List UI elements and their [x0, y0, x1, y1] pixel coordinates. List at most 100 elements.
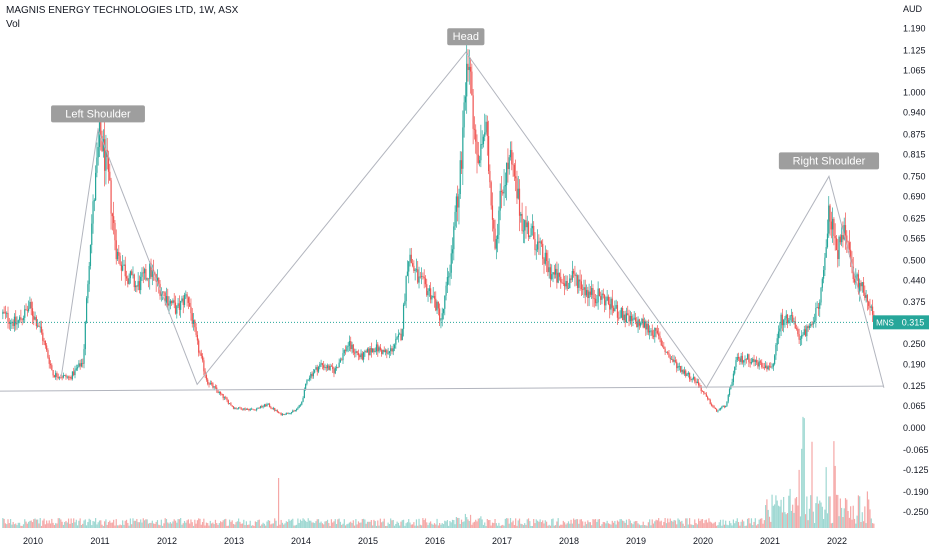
volume-bar — [569, 523, 571, 528]
candle-body — [314, 369, 316, 373]
candle-body — [589, 291, 591, 295]
volume-bar — [388, 523, 390, 528]
volume-bar — [602, 521, 604, 528]
candle-body — [86, 298, 88, 323]
candle-body — [526, 222, 528, 228]
volume-bar — [426, 522, 428, 528]
candle-body — [426, 284, 428, 296]
volume-bar — [364, 519, 366, 528]
volume-bar — [301, 520, 303, 528]
volume-bar — [843, 508, 845, 528]
candle-body — [363, 352, 365, 360]
volume-bar — [266, 521, 268, 528]
volume-bar — [42, 520, 44, 528]
candle-body — [194, 320, 196, 328]
candle-body — [820, 287, 822, 303]
volume-bar — [361, 519, 363, 528]
volume-bar — [749, 523, 751, 528]
volume-bar — [96, 524, 98, 528]
candle-body — [570, 278, 572, 280]
candle-body — [557, 272, 559, 283]
candle-body — [171, 300, 173, 304]
volume-bar — [753, 521, 755, 528]
candle-body — [379, 347, 381, 350]
volume-bar — [70, 518, 72, 528]
volume-bar — [384, 525, 387, 528]
volume-bar — [871, 523, 874, 528]
candle-body — [84, 322, 86, 350]
volume-bar — [803, 418, 805, 528]
volume-bar — [522, 525, 524, 528]
candle-body — [208, 383, 210, 385]
volume-bar — [645, 525, 647, 528]
volume-bar — [821, 506, 823, 528]
volume-bar — [761, 518, 763, 528]
volume-bar — [62, 524, 65, 528]
candle-body — [287, 412, 289, 414]
volume-bar — [687, 524, 689, 528]
y-tick-label: 0.065 — [903, 401, 926, 411]
volume-bar — [544, 520, 546, 528]
candle-body — [427, 291, 429, 296]
candle-body — [229, 403, 231, 405]
candle-body — [784, 318, 786, 321]
x-tick-label: 2014 — [291, 536, 311, 546]
volume-bar — [846, 499, 848, 528]
volume-bar — [110, 522, 112, 528]
volume-bar — [480, 516, 482, 528]
volume-bar — [424, 518, 427, 528]
candle-body — [270, 406, 272, 408]
candle-body — [652, 335, 655, 337]
candle-body — [735, 360, 737, 367]
volume-bar — [187, 519, 189, 528]
volume-bar — [52, 522, 54, 528]
volume-bar — [870, 518, 872, 528]
x-tick-label: 2013 — [224, 536, 244, 546]
candle-body — [616, 305, 619, 318]
volume-bar — [634, 521, 637, 528]
candle-body — [268, 403, 271, 407]
candles — [2, 43, 875, 416]
volume-bar — [530, 525, 532, 528]
candle-body — [201, 356, 204, 361]
volume-bar — [553, 525, 555, 528]
volume-bar — [387, 522, 389, 528]
candle-body — [631, 315, 633, 321]
volume-bar — [423, 520, 425, 528]
candle-body — [100, 122, 102, 136]
volume-bar — [289, 520, 291, 528]
volume-bar — [306, 521, 308, 528]
volume-bar — [549, 525, 552, 528]
volume-bar — [589, 522, 591, 528]
volume-bar — [359, 522, 361, 528]
candle-body — [124, 264, 126, 277]
candle-body — [808, 325, 811, 328]
candle-body — [66, 376, 68, 378]
candle-body — [51, 365, 53, 370]
candle-body — [324, 367, 326, 368]
candle-body — [555, 268, 557, 275]
volume-bar — [698, 518, 700, 528]
x-tick-label: 2011 — [90, 536, 109, 546]
volume-bar — [458, 518, 460, 528]
x-tick-label: 2015 — [358, 536, 378, 546]
candle-body — [480, 144, 482, 161]
candle-body — [667, 351, 669, 354]
candle-body — [835, 238, 838, 251]
volume-bar — [444, 520, 446, 528]
volume-bar — [287, 521, 289, 528]
volume-bar — [486, 519, 488, 528]
volume-bar — [220, 521, 222, 528]
candle-body — [33, 315, 35, 320]
candle-body — [445, 285, 447, 296]
volume-bar — [533, 519, 535, 528]
candle-body — [151, 269, 153, 277]
candle-body — [375, 344, 378, 352]
volume-bar — [418, 518, 420, 528]
candle-body — [96, 157, 98, 173]
candle-body — [677, 366, 679, 369]
candle-body — [525, 220, 527, 228]
candle-body — [826, 233, 829, 248]
volume-bar — [404, 525, 406, 528]
